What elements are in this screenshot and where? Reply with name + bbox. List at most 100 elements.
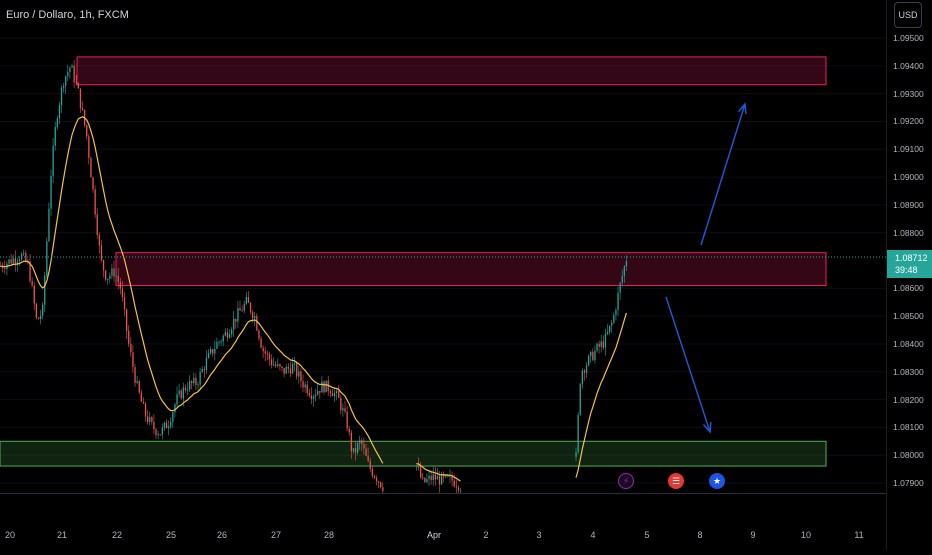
candle-body	[149, 417, 151, 423]
candle-body	[623, 266, 625, 277]
candle-body	[338, 391, 340, 398]
candle-body	[44, 275, 46, 305]
bearish-projection-arrow[interactable]	[665, 296, 712, 434]
candle-body	[174, 404, 176, 413]
candle-body	[111, 268, 113, 276]
time-tick: Apr	[426, 530, 442, 540]
candle-body	[130, 343, 132, 353]
price-chart[interactable]	[0, 0, 886, 550]
time-tick: 20	[4, 530, 16, 540]
candle-body	[420, 467, 422, 478]
price-tick: 1.09100	[893, 144, 924, 155]
resistance-zone-middle[interactable]	[115, 252, 827, 287]
price-axis[interactable]: USD 1.09500 1.09400 1.09300 1.09200 1.09100 1…	[886, 0, 932, 550]
candle-body	[224, 332, 226, 336]
candle-body	[588, 355, 590, 366]
time-tick: 11	[854, 530, 864, 540]
candle-body	[128, 330, 130, 344]
candle-body	[165, 422, 168, 429]
candle-body	[168, 426, 170, 429]
candle-body	[189, 381, 191, 390]
candle-body	[218, 341, 220, 343]
price-tick: 1.08400	[893, 338, 924, 349]
resistance-zone-upper[interactable]	[76, 56, 827, 86]
candle-body	[243, 303, 245, 311]
candle-body	[117, 275, 119, 283]
candle-body	[445, 474, 447, 477]
currency-button[interactable]: USD	[894, 2, 922, 28]
candle-body	[315, 394, 317, 397]
candle-body	[270, 359, 273, 365]
candle-body	[54, 127, 56, 146]
support-zone-lower[interactable]	[0, 440, 827, 467]
price-tick: 1.08000	[893, 450, 924, 461]
candle-body	[73, 65, 75, 83]
candle-body	[126, 309, 128, 331]
candle-body	[590, 351, 592, 356]
time-tick: 28	[323, 530, 335, 540]
candle-body	[52, 145, 54, 176]
candle-body	[33, 285, 35, 304]
candle-body	[86, 124, 88, 137]
candle-body	[323, 381, 325, 393]
candle-body	[245, 297, 247, 304]
candle-body	[109, 275, 111, 279]
candle-body	[428, 475, 430, 479]
bullish-projection-arrow[interactable]	[700, 102, 747, 246]
candle-body	[144, 403, 147, 417]
candle-body	[69, 67, 71, 72]
event-lightning-icon[interactable]: ⚡	[618, 473, 634, 489]
candle-body	[598, 343, 600, 347]
moving-average-line	[416, 463, 461, 482]
candle-body	[441, 473, 443, 485]
candle-body	[596, 343, 598, 351]
candle-body	[285, 366, 287, 374]
candle-body	[585, 365, 588, 373]
candle-body	[35, 303, 37, 318]
candle-body	[575, 452, 577, 458]
candle-body	[296, 363, 298, 377]
candle-body	[256, 316, 258, 331]
candle-body	[310, 395, 313, 399]
candle-body	[447, 474, 449, 477]
time-tick: 3	[536, 530, 542, 540]
candle-body	[382, 487, 384, 492]
candle-body	[579, 383, 581, 415]
candle-body	[371, 468, 373, 476]
candle-body	[176, 394, 178, 405]
candle-body	[300, 371, 302, 382]
price-tick: 1.07900	[893, 478, 924, 488]
candle-body	[18, 259, 21, 262]
candle-body	[113, 268, 115, 277]
candle-body	[583, 370, 586, 373]
time-tick: 26	[216, 530, 228, 540]
candle-body	[354, 448, 357, 453]
candle-body	[132, 352, 134, 368]
event-eu-flag-icon[interactable]: ★	[709, 473, 725, 489]
candle-body	[621, 276, 623, 283]
candle-body	[279, 364, 281, 367]
price-tick: 1.08800	[893, 227, 924, 238]
candle-body	[197, 384, 199, 386]
candle-body	[287, 366, 289, 369]
candle-body	[260, 338, 262, 348]
candle-body	[220, 341, 222, 343]
candle-body	[363, 444, 365, 449]
candle-body	[249, 303, 252, 313]
chart-area[interactable]: Euro / Dollaro, 1h, FXCM 20 21 22 25 26 27 28 A…	[0, 0, 886, 550]
candle-body	[48, 208, 50, 242]
candle-body	[134, 367, 136, 383]
candle-body	[451, 475, 453, 481]
time-tick: 2	[483, 530, 489, 540]
candle-body	[577, 414, 579, 453]
candle-body	[350, 432, 352, 452]
candle-body	[212, 349, 214, 354]
event-us-flag-icon[interactable]: ☰	[668, 473, 684, 489]
candle-body	[357, 443, 359, 453]
candle-body	[191, 381, 193, 384]
candle-body	[12, 258, 14, 264]
candle-body	[317, 391, 319, 395]
candle-body	[378, 481, 380, 483]
candle-body	[283, 368, 285, 374]
price-tick: 1.09200	[893, 116, 924, 127]
